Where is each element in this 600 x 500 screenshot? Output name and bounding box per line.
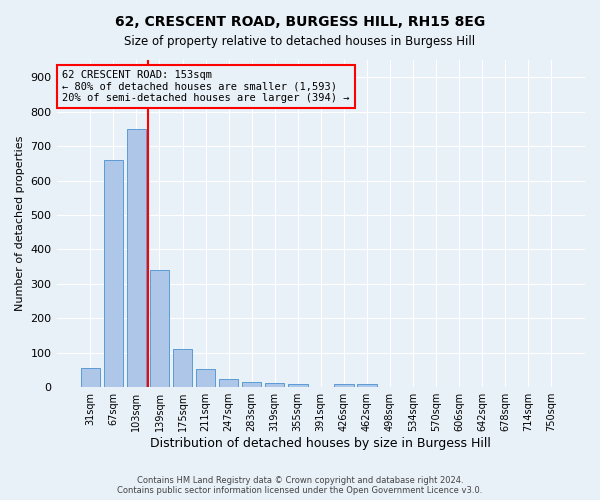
- Bar: [104, 160, 123, 387]
- Y-axis label: Number of detached properties: Number of detached properties: [15, 136, 25, 312]
- Text: Contains HM Land Registry data © Crown copyright and database right 2024.
Contai: Contains HM Land Registry data © Crown c…: [118, 476, 482, 495]
- Bar: [334, 384, 353, 387]
- X-axis label: Distribution of detached houses by size in Burgess Hill: Distribution of detached houses by size …: [151, 437, 491, 450]
- Text: Size of property relative to detached houses in Burgess Hill: Size of property relative to detached ho…: [124, 35, 476, 48]
- Bar: [357, 384, 377, 387]
- Bar: [288, 384, 308, 387]
- Bar: [149, 270, 169, 387]
- Bar: [173, 350, 193, 387]
- Bar: [127, 129, 146, 387]
- Text: 62 CRESCENT ROAD: 153sqm
← 80% of detached houses are smaller (1,593)
20% of sem: 62 CRESCENT ROAD: 153sqm ← 80% of detach…: [62, 70, 349, 103]
- Bar: [80, 368, 100, 387]
- Bar: [196, 370, 215, 387]
- Bar: [242, 382, 262, 387]
- Text: 62, CRESCENT ROAD, BURGESS HILL, RH15 8EG: 62, CRESCENT ROAD, BURGESS HILL, RH15 8E…: [115, 15, 485, 29]
- Bar: [265, 383, 284, 387]
- Bar: [219, 378, 238, 387]
